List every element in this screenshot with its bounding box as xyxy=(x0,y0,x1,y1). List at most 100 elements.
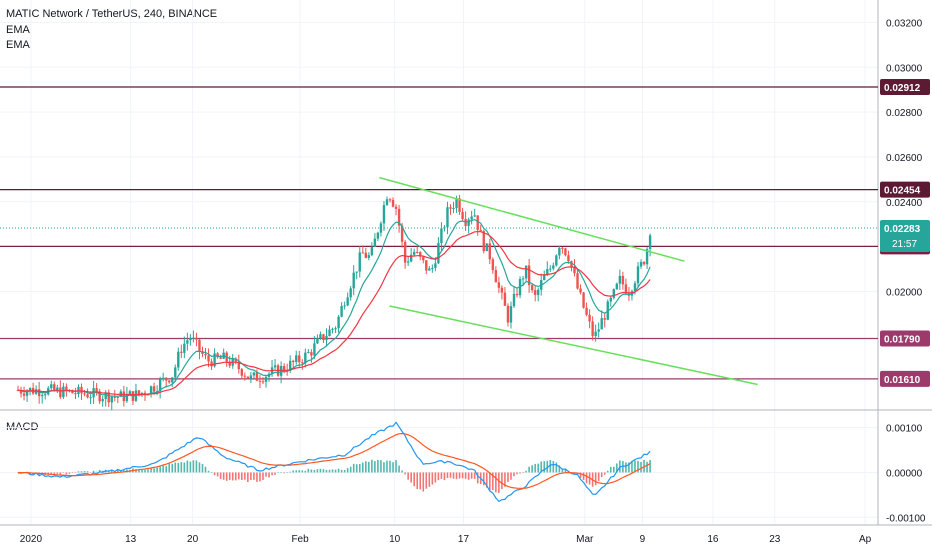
candle-body xyxy=(258,380,262,382)
candle-body xyxy=(497,282,501,288)
price-tick-label: 0.03200 xyxy=(886,18,923,29)
candle-body xyxy=(204,354,207,356)
candle-body xyxy=(609,297,612,302)
candle-body xyxy=(591,321,594,336)
macd-histogram-bar xyxy=(123,470,125,473)
candle-body xyxy=(37,389,41,397)
candle-body xyxy=(104,392,107,400)
candle-body xyxy=(207,355,210,362)
candle-body xyxy=(482,231,485,252)
macd-histogram-bar xyxy=(337,468,340,473)
macd-histogram-bar xyxy=(80,471,83,473)
candle-body xyxy=(316,337,319,344)
candle-body xyxy=(83,393,86,395)
candle-body xyxy=(171,377,174,383)
candle-body xyxy=(255,372,259,381)
macd-histogram-bar xyxy=(304,470,307,473)
candle-body xyxy=(53,384,56,391)
candle-body xyxy=(530,285,534,291)
macd-histogram-bar xyxy=(398,465,400,473)
macd-histogram-bar xyxy=(516,472,518,475)
level-label: 0.02454 xyxy=(884,186,921,197)
macd-histogram-bar xyxy=(268,472,270,478)
macd-histogram-bar xyxy=(501,472,503,489)
macd-histogram-bar xyxy=(407,472,409,480)
candle-body xyxy=(636,266,640,284)
macd-histogram-bar xyxy=(207,470,210,473)
macd-histogram-bar xyxy=(458,472,461,479)
candle-body xyxy=(98,391,101,402)
candle-body xyxy=(292,360,295,363)
macd-histogram-bar xyxy=(189,461,192,473)
macd-histogram-bar xyxy=(247,472,249,483)
candle-body xyxy=(364,252,368,258)
candle-body xyxy=(633,283,637,292)
candle-body xyxy=(558,247,561,256)
macd-histogram-bar xyxy=(313,470,316,473)
candle-body xyxy=(71,390,74,394)
candle-body xyxy=(394,206,398,209)
macd-histogram-bar xyxy=(53,472,56,474)
macd-histogram-bar xyxy=(159,466,161,473)
candle-body xyxy=(310,352,313,356)
macd-histogram-bar xyxy=(552,461,555,473)
candle-body xyxy=(515,293,519,296)
candle-body xyxy=(189,338,192,341)
candle-body xyxy=(273,365,277,368)
candle-body xyxy=(74,393,77,395)
candle-body xyxy=(65,386,68,391)
macd-histogram-bar xyxy=(519,472,521,474)
candle-body xyxy=(307,352,310,354)
candle-body xyxy=(128,391,132,394)
macd-histogram-bar xyxy=(476,472,479,484)
macd-histogram-bar xyxy=(150,468,152,473)
candle-body xyxy=(512,293,516,307)
candle-body xyxy=(373,238,377,247)
macd-histogram-bar xyxy=(452,472,455,479)
candle-body xyxy=(288,360,292,371)
candle-body xyxy=(639,261,643,267)
candle-body xyxy=(177,351,180,368)
candle-body xyxy=(618,275,622,284)
macd-histogram-bar xyxy=(283,472,285,474)
macd-histogram-bar xyxy=(95,471,98,473)
macd-histogram-bar xyxy=(365,461,367,473)
macd-histogram-bar xyxy=(640,461,642,473)
macd-histogram-bar xyxy=(289,471,291,473)
candle-body xyxy=(379,223,383,233)
candle-body xyxy=(376,232,380,239)
level-label-bg xyxy=(880,78,930,95)
macd-histogram-bar xyxy=(613,466,615,473)
time-tick-label: 16 xyxy=(707,534,719,545)
candle-body xyxy=(346,297,349,306)
macd-histogram-bar xyxy=(322,469,325,473)
candle-body xyxy=(86,394,89,398)
candle-body xyxy=(370,246,374,256)
macd-histogram-bar xyxy=(186,460,189,473)
candle-body xyxy=(406,261,410,263)
candle-body xyxy=(155,391,159,393)
candle-body xyxy=(249,375,253,379)
macd-histogram-bar xyxy=(437,472,440,481)
macd-histogram-bar xyxy=(250,472,252,481)
price-tick-label: 0.02000 xyxy=(886,287,923,298)
macd-histogram-bar xyxy=(425,472,428,489)
candle-body xyxy=(325,335,328,341)
candle-body xyxy=(521,278,525,280)
macd-histogram-bar xyxy=(346,468,349,473)
macd-histogram-bar xyxy=(597,472,600,481)
level-label: 0.02912 xyxy=(884,83,921,94)
candle-body xyxy=(391,199,395,207)
macd-histogram-bar xyxy=(47,472,50,475)
macd-histogram-bar xyxy=(616,463,618,473)
candle-body xyxy=(400,225,404,242)
candle-body xyxy=(352,272,355,289)
candle-body xyxy=(19,390,23,394)
candle-body xyxy=(168,380,171,383)
time-tick-label: Feb xyxy=(291,534,309,545)
candle-body xyxy=(149,386,153,395)
macd-histogram-bar xyxy=(558,465,561,473)
macd-histogram-bar xyxy=(156,467,158,473)
macd-histogram-bar xyxy=(355,464,358,473)
